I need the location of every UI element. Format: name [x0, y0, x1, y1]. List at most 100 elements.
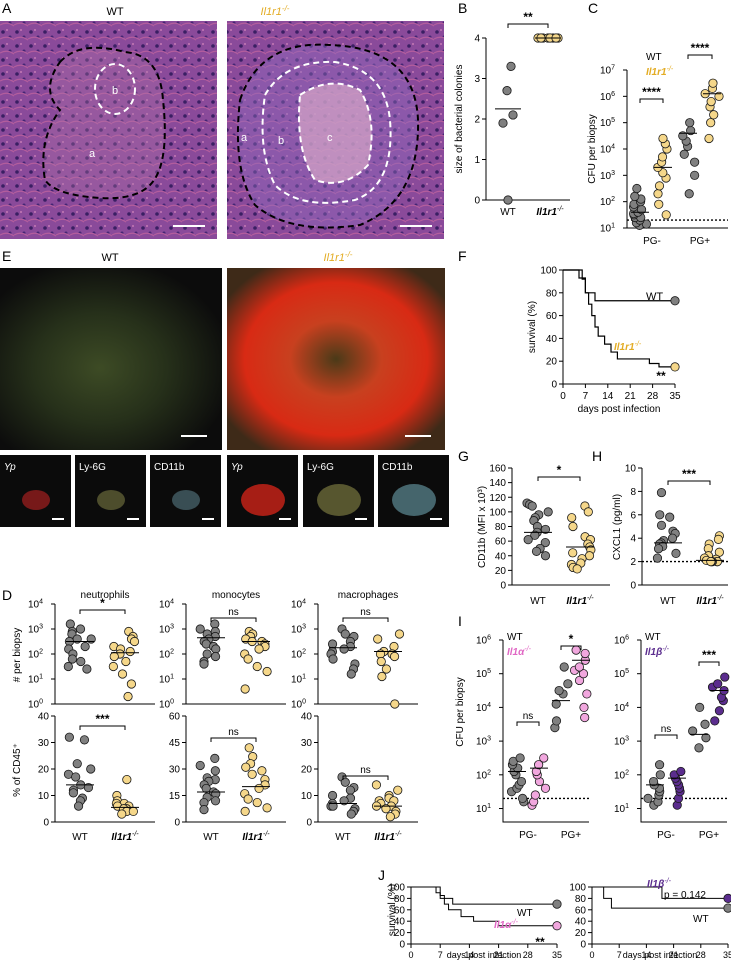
data-point: [706, 97, 716, 107]
panel-c-xtick-pgpos: PG+: [690, 236, 710, 247]
data-point: [394, 629, 405, 639]
data-point: [654, 199, 664, 209]
data-point: [690, 170, 700, 180]
data-point: [128, 806, 138, 817]
panel-j-y-tick-label: 0: [580, 940, 586, 951]
data-point: [210, 766, 220, 776]
panel-f-xtick-wt: WT: [335, 832, 351, 843]
panel-c-sig-pgpos: [687, 54, 713, 59]
data-point: [199, 659, 209, 669]
data-point: [720, 672, 730, 682]
panel-j-y-tick-label: 100: [388, 883, 405, 894]
panel-d-right-title: Il1r1-/-: [324, 250, 353, 264]
panel-i-legend-wt: WT: [645, 632, 661, 643]
panel-i-legend-ko: Il1β-/-: [645, 646, 670, 658]
panel-e-ylabel: survival (%): [527, 301, 538, 353]
pG-y-tick-label: 80: [495, 522, 507, 533]
panel-f-xtick-ko: Il1r1-/-: [242, 831, 270, 843]
data-point: [582, 689, 592, 699]
data-point: [685, 118, 695, 128]
panel-i-sig-pgpos-label: *: [569, 632, 574, 646]
histology-image-wt: [0, 21, 217, 239]
data-point: [381, 664, 391, 674]
data-point: [117, 809, 127, 819]
data-point: [117, 669, 128, 679]
data-point: [661, 210, 671, 220]
data-point: [706, 118, 716, 128]
pH-sig: [667, 480, 711, 485]
data-point: [551, 699, 561, 709]
data-point: [690, 157, 700, 167]
panel-f-bottom-y-tick-label: 0: [43, 818, 49, 829]
data-point: [373, 634, 383, 644]
panel-i-xtick-pgneg: PG-: [519, 830, 537, 841]
data-point: [79, 735, 90, 745]
channel-signal: [317, 484, 361, 516]
panel-f-bottom-sig: [79, 725, 126, 730]
panel-b-sig-label: **: [523, 10, 533, 24]
data-point: [390, 699, 400, 709]
panel-c-y-tick-label: 106: [600, 91, 615, 103]
panel-i-y-tick-label: 101: [614, 803, 629, 815]
panel-f-top-sig-label: ns: [228, 607, 239, 618]
panel-f-chart: D# per biopsy% of CD45⁺neutrophils100101…: [2, 587, 418, 843]
data-point: [655, 770, 665, 780]
panel-j-label-il1b: Il1β-/-: [647, 878, 672, 890]
data-point: [340, 777, 350, 787]
panel-f-top-sig: [210, 617, 257, 622]
data-point: [654, 760, 665, 770]
data-point: [710, 716, 720, 726]
panel-f-top-y-tick-label: 104: [291, 599, 306, 611]
region-b-outline-ko: [261, 60, 392, 204]
data-point: [658, 133, 668, 144]
data-point: [123, 691, 133, 702]
data-point: [567, 513, 577, 523]
panel-i-y-tick-label: 102: [476, 769, 491, 781]
panel-j-y-tick-label: 80: [575, 894, 587, 905]
data-point: [709, 110, 719, 120]
pG-y-tick-label: 20: [495, 566, 507, 577]
panel-label: D: [2, 587, 12, 603]
data-point: [108, 661, 118, 672]
data-point: [706, 556, 716, 567]
panel-f-bottom-y-tick-label: 30: [169, 765, 181, 776]
data-point: [694, 743, 704, 753]
panel-label: F: [458, 248, 467, 264]
data-point: [109, 651, 119, 662]
pH-y-tick-label: 10: [625, 464, 637, 475]
data-point: [86, 764, 96, 774]
panel-f-bottom-y-tick-label: 30: [38, 738, 50, 749]
panel-e-xtick-label: 0: [560, 391, 566, 402]
data-point: [540, 524, 551, 535]
data-point: [523, 535, 533, 545]
panel-b-y-tick-label: 0: [474, 196, 480, 207]
panel-label: J: [378, 867, 385, 883]
panel-f-bottom-y-tick-label: 40: [38, 712, 50, 723]
data-point: [630, 191, 640, 201]
region-a-label-ko: a: [241, 132, 248, 144]
panel-i-y-tick-label: 103: [476, 736, 491, 748]
panel-label: I: [458, 613, 462, 629]
panel-label: C: [588, 0, 598, 16]
panel-c-xtick-pgneg: PG-: [643, 236, 661, 247]
panel-f-xtick-ko: Il1r1-/-: [374, 831, 402, 843]
panel-i-sig-pgneg: [654, 734, 678, 739]
fluorescence-image-ko: [227, 268, 445, 450]
data-point: [252, 797, 262, 808]
channel-label: Yp: [231, 462, 243, 473]
panel-i-ylabel: CFU per biopsy: [455, 677, 466, 746]
pH-xtick-wt: WT: [660, 596, 676, 607]
data-point: [339, 796, 349, 806]
data-point: [530, 790, 540, 800]
panel-f-xtick-wt: WT: [203, 832, 219, 843]
panel-f-bottom-y-tick-label: 30: [301, 738, 313, 749]
pG-ylabel: CD11b (MFI x 10³): [477, 486, 488, 568]
data-point: [655, 510, 665, 520]
panel-b-sig: [507, 23, 549, 28]
panel-f-top-y-tick-label: 100: [28, 699, 43, 711]
panel-j-y-tick-label: 20: [394, 928, 406, 939]
panel-c-chart: C 101 102 103 104 105 106 107 CFU per biopsy WT Il…: [587, 0, 728, 247]
pG-y-tick-label: 160: [489, 464, 506, 475]
panel-i-xtick-pgpos: PG+: [699, 830, 719, 841]
